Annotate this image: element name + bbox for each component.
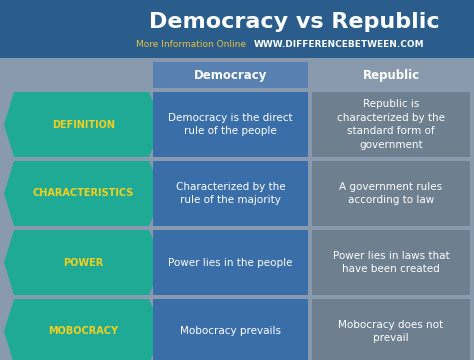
Text: A government rules
according to law: A government rules according to law [339,182,443,205]
Text: POWER: POWER [64,257,104,267]
FancyBboxPatch shape [153,230,308,295]
Text: DEFINITION: DEFINITION [52,120,115,130]
FancyBboxPatch shape [312,92,470,157]
Text: WWW.DIFFERENCEBETWEEN.COM: WWW.DIFFERENCEBETWEEN.COM [254,40,424,49]
FancyBboxPatch shape [153,299,308,360]
FancyBboxPatch shape [312,62,470,88]
Polygon shape [4,299,163,360]
Text: Power lies in the people: Power lies in the people [168,257,293,267]
FancyBboxPatch shape [153,92,308,157]
Text: Mobocracy does not
prevail: Mobocracy does not prevail [338,320,444,343]
FancyBboxPatch shape [153,161,308,226]
Polygon shape [4,92,163,157]
Text: MOBOCRACY: MOBOCRACY [48,327,119,337]
FancyBboxPatch shape [312,299,470,360]
Text: Republic is
characterized by the
standard form of
government: Republic is characterized by the standar… [337,99,445,150]
Text: More Information Online: More Information Online [137,40,246,49]
Text: Republic: Republic [363,68,419,81]
Polygon shape [4,161,163,226]
Text: CHARACTERISTICS: CHARACTERISTICS [33,189,134,198]
Text: Democracy is the direct
rule of the people: Democracy is the direct rule of the peop… [168,113,293,136]
FancyBboxPatch shape [312,230,470,295]
FancyBboxPatch shape [0,0,474,58]
Text: Democracy: Democracy [194,68,267,81]
FancyBboxPatch shape [312,161,470,226]
Text: Characterized by the
rule of the majority: Characterized by the rule of the majorit… [176,182,285,205]
Text: Democracy vs Republic: Democracy vs Republic [148,12,439,32]
FancyBboxPatch shape [153,62,308,88]
Polygon shape [4,230,163,295]
Text: Mobocracy prevails: Mobocracy prevails [180,327,281,337]
Text: Power lies in laws that
have been created: Power lies in laws that have been create… [333,251,449,274]
